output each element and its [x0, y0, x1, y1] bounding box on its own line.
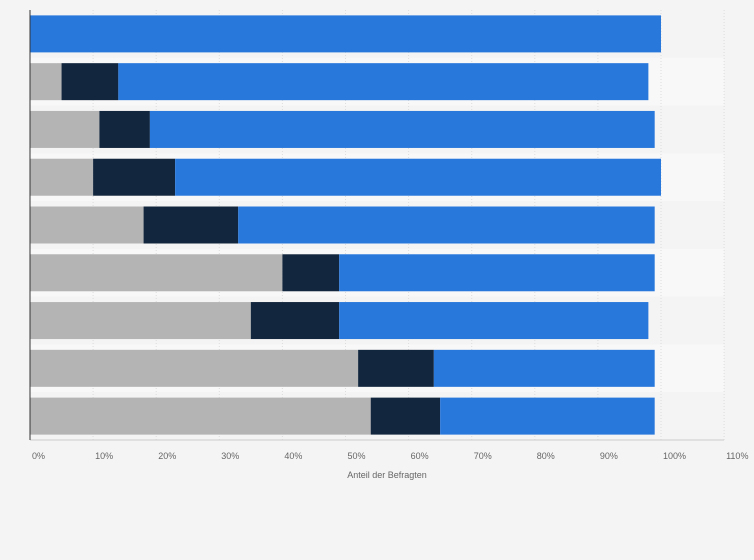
x-tick-label-30: 30% — [221, 451, 239, 461]
bar-row-9-series-1 — [30, 397, 371, 435]
bar-row-4-series-2 — [93, 158, 176, 196]
bar-row-8-series-2 — [358, 349, 434, 387]
x-tick-label-70: 70% — [474, 451, 492, 461]
x-tick-label-40: 40% — [284, 451, 302, 461]
x-tick-label-90: 90% — [600, 451, 618, 461]
bar-row-4-series-3 — [175, 158, 661, 196]
bar-row-4-series-1 — [30, 158, 94, 196]
bar-row-2-series-2 — [61, 63, 119, 101]
x-tick-label-110: 110% — [726, 451, 748, 461]
bar-row-6-series-2 — [282, 254, 340, 292]
x-tick-label-100: 100% — [663, 451, 686, 461]
bar-row-3-series-3 — [149, 110, 655, 148]
x-tick-label-50: 50% — [348, 451, 366, 461]
x-tick-labels: 0% 10% 20% 30% 40% 50% 60% 70% 80% 90% 100% 110% — [32, 451, 748, 461]
bar-row-5-series-1 — [30, 206, 144, 244]
x-tick-label-20: 20% — [158, 451, 176, 461]
x-axis-title: Anteil der Befragten — [347, 470, 427, 480]
bar-row-3-series-2 — [99, 110, 150, 148]
bar-row-7-series-1 — [30, 302, 251, 340]
bar-row-8-series-1 — [30, 349, 359, 387]
bar-row-6-series-1 — [30, 254, 283, 292]
bar-row-6-series-3 — [339, 254, 655, 292]
bar-row-7-series-2 — [250, 302, 340, 340]
bar-row-3-series-1 — [30, 110, 100, 148]
bar-row-1-series-3 — [30, 15, 661, 53]
bar-row-5-series-2 — [143, 206, 239, 244]
bar-row-9-series-2 — [370, 397, 441, 435]
bar-row-9-series-3 — [440, 397, 655, 435]
bars — [30, 15, 661, 435]
x-tick-label-0: 0% — [32, 451, 45, 461]
bar-row-8-series-3 — [433, 349, 655, 387]
bar-row-2-series-1 — [30, 63, 62, 101]
bar-row-5-series-3 — [238, 206, 655, 244]
bar-row-2-series-3 — [118, 63, 649, 101]
x-tick-label-60: 60% — [411, 451, 429, 461]
x-tick-label-10: 10% — [95, 451, 113, 461]
bar-row-7-series-3 — [339, 302, 649, 340]
x-tick-label-80: 80% — [537, 451, 555, 461]
